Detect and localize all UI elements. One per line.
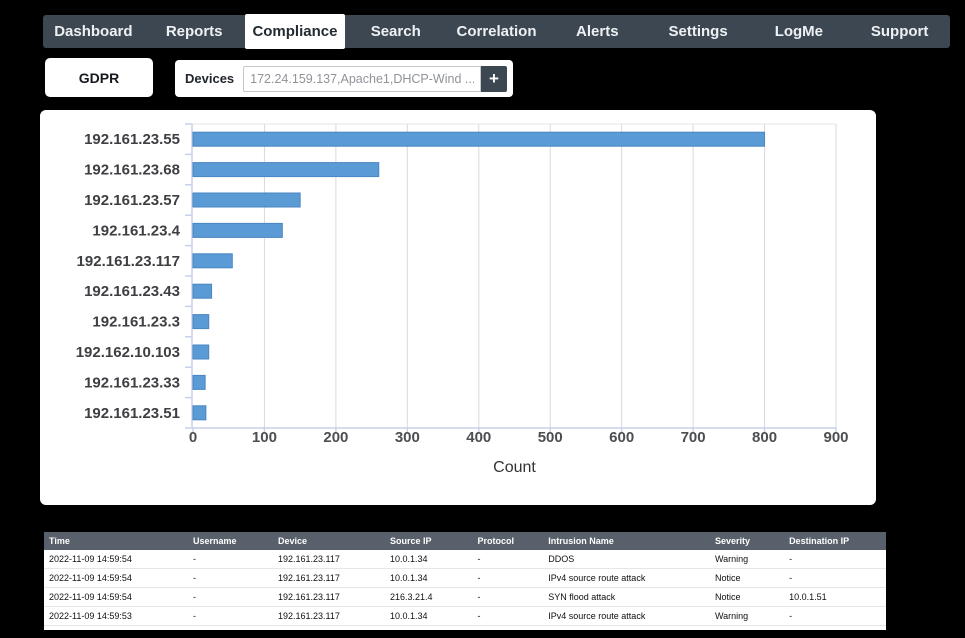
y-category-label: 192.161.23.51 — [84, 405, 180, 422]
table-cell: DDOS — [543, 550, 710, 569]
table-header-cell: Severity — [709, 532, 785, 550]
table-cell: - — [187, 606, 273, 626]
y-category-label: 192.162.10.103 — [76, 344, 180, 361]
add-device-button[interactable]: + — [481, 65, 507, 92]
table-header-cell: Source IP — [384, 532, 473, 550]
table-row: 2022-11-09 14:59:54-192.161.23.117 216.3.… — [44, 587, 886, 607]
chart-bar[interactable] — [192, 253, 233, 269]
table-cell: IPv4 source route attack — [543, 568, 710, 588]
bar-chart: 0 100 200 300 400 500 600 700 800 900 192.161.23.5… — [76, 123, 849, 476]
table-header-row: Time Username Device Source IP Protocol Intru… — [44, 532, 886, 550]
table-header-cell: Device — [273, 532, 385, 550]
nav-tab-reports[interactable]: Reports — [165, 23, 223, 40]
nav-tab-compliance[interactable]: Compliance — [244, 14, 346, 49]
x-tick-label: 800 — [752, 429, 777, 446]
y-category-label: 192.161.23.57 — [84, 192, 180, 209]
table-cell: 10.0.1.51 — [784, 587, 886, 607]
table-header-cell: Username — [187, 532, 273, 550]
table-cell: - — [784, 550, 886, 569]
x-tick-label: 600 — [609, 429, 634, 446]
x-tick-label: 200 — [323, 429, 348, 446]
nav-tab-support[interactable]: Support — [870, 23, 929, 40]
table-cell: - — [472, 568, 544, 588]
table-cell: 192.161.23.117 — [273, 568, 385, 588]
table-cell: - — [187, 550, 273, 569]
table-cell: - — [187, 587, 273, 607]
table-cell: Notice — [709, 568, 785, 588]
table-row: 2022-11-09 14:59:53-192.161.23.117 10.0.1… — [44, 606, 886, 626]
table-cell: 216.3.21.4 — [384, 587, 473, 607]
table-cell: 10.0.1.34 — [384, 568, 473, 588]
table-cell: 192.161.23.117 — [273, 550, 385, 569]
nav-tab-search[interactable]: Search — [370, 23, 421, 40]
table-cell: - — [784, 606, 886, 626]
chart-bar[interactable] — [192, 283, 213, 299]
x-axis-title: Count — [493, 459, 536, 476]
table-cell: - — [472, 587, 544, 607]
gdpr-report-button[interactable]: GDPR — [45, 58, 153, 97]
table-cell: Warning — [709, 550, 785, 569]
table-cell: IPv4 source route attack — [543, 606, 710, 626]
chart-bar[interactable] — [192, 344, 210, 360]
x-tick-label: 400 — [466, 429, 491, 446]
y-category-label: 192.161.23.55 — [84, 131, 180, 148]
table-header-cell: Intrusion Name — [543, 532, 710, 550]
table-cell: 2022-11-09 14:59:54 — [44, 587, 188, 607]
nav-tab-correlation[interactable]: Correlation — [456, 23, 537, 40]
y-category-label: 192.161.23.4 — [92, 222, 180, 239]
chart-panel: 0 100 200 300 400 500 600 700 800 900 192.161.23.5… — [40, 110, 876, 505]
table-cell: - — [472, 606, 544, 626]
table-cell: Notice — [709, 587, 785, 607]
x-tick-label: 300 — [395, 429, 420, 446]
table-cell: 2022-11-09 14:59:54 — [44, 568, 188, 588]
table-panel: Time Username Device Source IP Protocol Intru… — [44, 532, 886, 630]
table-cell: 10.0.1.34 — [384, 550, 473, 569]
table-header-cell: Time — [44, 532, 188, 550]
chart-bar[interactable] — [192, 162, 380, 178]
devices-label: Devices — [185, 71, 235, 86]
chart-bar[interactable] — [192, 222, 283, 238]
table-cell: 10.0.1.34 — [384, 606, 473, 626]
table-cell: Warning — [709, 606, 785, 626]
nav-tab-logme[interactable]: LogMe — [774, 23, 824, 40]
table-cell: - — [784, 568, 886, 588]
devices-panel: Devices + — [175, 60, 513, 97]
x-tick-label: 0 — [189, 429, 197, 446]
y-category-label: 192.161.23.68 — [84, 162, 180, 179]
table-cell: - — [187, 568, 273, 588]
chart-bar[interactable] — [192, 192, 301, 208]
nav-bar: Dashboard Reports Compliance Search Correlat… — [43, 14, 950, 49]
x-tick-label: 700 — [681, 429, 706, 446]
y-category-label: 192.161.23.3 — [92, 314, 180, 331]
table-cell: 192.161.23.117 — [273, 587, 385, 607]
chart-bar[interactable] — [192, 131, 766, 147]
nav-tab-alerts[interactable]: Alerts — [576, 23, 619, 40]
chart-bar[interactable] — [192, 314, 210, 330]
nav-tab-dashboard[interactable]: Dashboard — [54, 23, 133, 40]
table-row: 2022-11-09 14:59:54-192.161.23.117 10.0.1… — [44, 550, 886, 569]
y-category-label: 192.161.23.117 — [77, 253, 180, 270]
table-header-cell: Protocol — [472, 532, 544, 550]
table-cell: SYN flood attack — [543, 587, 710, 607]
intrusion-table: Time Username Device Source IP Protocol Intru… — [44, 532, 886, 626]
table-cell: 192.161.23.117 — [273, 606, 385, 626]
table-header-cell: Destination IP — [784, 532, 886, 550]
y-category-label: 192.161.23.33 — [84, 374, 180, 391]
devices-input[interactable] — [243, 65, 481, 92]
x-tick-label: 100 — [252, 429, 277, 446]
chart-bar[interactable] — [192, 405, 207, 421]
chart-bar[interactable] — [192, 374, 206, 390]
table-row: 2022-11-09 14:59:54-192.161.23.117 10.0.1… — [44, 568, 886, 588]
table-cell: 2022-11-09 14:59:53 — [44, 606, 188, 626]
x-tick-label: 500 — [538, 429, 563, 446]
table-cell: 2022-11-09 14:59:54 — [44, 550, 188, 569]
y-category-label: 192.161.23.43 — [84, 283, 180, 300]
nav-tab-settings[interactable]: Settings — [668, 23, 728, 40]
x-tick-label: 900 — [823, 429, 848, 446]
table-cell: - — [472, 550, 544, 569]
